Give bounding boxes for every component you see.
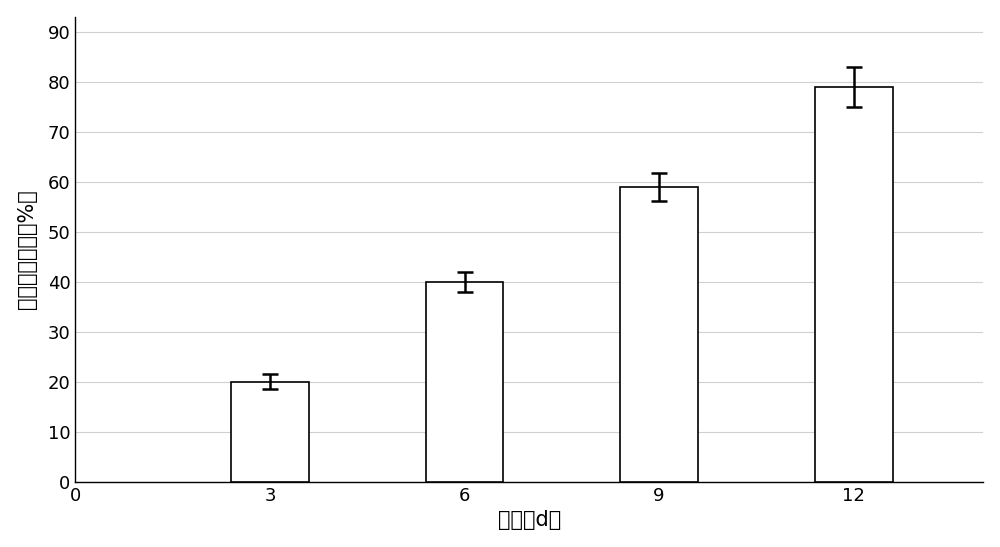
Bar bbox=[231, 382, 309, 482]
Y-axis label: 石油炃降解率（%）: 石油炃降解率（%） bbox=[17, 189, 37, 309]
Bar bbox=[620, 187, 698, 482]
Bar bbox=[426, 282, 503, 482]
X-axis label: 时间（d）: 时间（d） bbox=[498, 510, 561, 531]
Bar bbox=[815, 87, 893, 482]
